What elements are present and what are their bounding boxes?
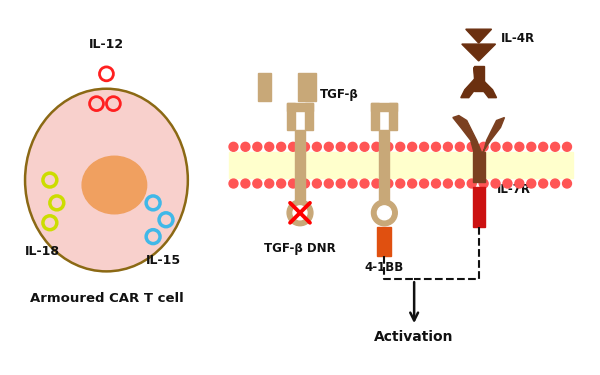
Circle shape bbox=[241, 142, 250, 151]
Circle shape bbox=[443, 179, 452, 188]
Circle shape bbox=[277, 142, 286, 151]
Text: TGF-β: TGF-β bbox=[320, 88, 359, 100]
Text: TGF-β DNR: TGF-β DNR bbox=[264, 242, 336, 255]
Bar bbox=[287, 103, 313, 111]
Circle shape bbox=[491, 179, 500, 188]
Ellipse shape bbox=[82, 156, 146, 214]
Circle shape bbox=[229, 179, 238, 188]
Circle shape bbox=[479, 142, 488, 151]
Bar bbox=[474, 66, 484, 91]
Ellipse shape bbox=[25, 89, 188, 272]
Circle shape bbox=[563, 179, 571, 188]
Bar bbox=[298, 73, 316, 100]
Text: IL-15: IL-15 bbox=[145, 255, 181, 267]
Circle shape bbox=[241, 179, 250, 188]
Circle shape bbox=[229, 142, 238, 151]
Circle shape bbox=[431, 179, 440, 188]
Polygon shape bbox=[462, 44, 496, 61]
Circle shape bbox=[325, 142, 333, 151]
Circle shape bbox=[515, 142, 524, 151]
Text: 4-1BB: 4-1BB bbox=[365, 261, 404, 274]
Ellipse shape bbox=[25, 89, 188, 272]
Circle shape bbox=[551, 142, 560, 151]
Circle shape bbox=[301, 179, 310, 188]
Circle shape bbox=[287, 200, 313, 226]
Bar bbox=[473, 152, 485, 182]
Bar bbox=[295, 130, 305, 200]
Text: IL-18: IL-18 bbox=[25, 244, 59, 258]
Circle shape bbox=[372, 179, 381, 188]
Circle shape bbox=[313, 179, 322, 188]
Circle shape bbox=[455, 142, 464, 151]
Circle shape bbox=[563, 142, 571, 151]
Circle shape bbox=[336, 142, 345, 151]
Bar bbox=[229, 152, 573, 178]
Circle shape bbox=[551, 179, 560, 188]
Circle shape bbox=[419, 142, 428, 151]
Circle shape bbox=[491, 142, 500, 151]
Circle shape bbox=[377, 206, 391, 220]
Text: IL-12: IL-12 bbox=[89, 38, 124, 51]
Circle shape bbox=[503, 179, 512, 188]
Circle shape bbox=[372, 142, 381, 151]
Text: Armoured CAR T cell: Armoured CAR T cell bbox=[29, 292, 184, 305]
Polygon shape bbox=[475, 117, 505, 155]
Text: IL-7R: IL-7R bbox=[497, 183, 530, 196]
Polygon shape bbox=[474, 68, 497, 98]
Circle shape bbox=[253, 179, 262, 188]
Polygon shape bbox=[453, 116, 482, 155]
Circle shape bbox=[443, 142, 452, 151]
Circle shape bbox=[289, 179, 298, 188]
Ellipse shape bbox=[46, 112, 167, 249]
Circle shape bbox=[277, 179, 286, 188]
Circle shape bbox=[527, 142, 536, 151]
Bar bbox=[371, 103, 397, 111]
Circle shape bbox=[384, 142, 393, 151]
Bar bbox=[473, 187, 485, 227]
Circle shape bbox=[467, 142, 476, 151]
Circle shape bbox=[325, 179, 333, 188]
Circle shape bbox=[407, 179, 416, 188]
Circle shape bbox=[384, 179, 393, 188]
Circle shape bbox=[396, 142, 405, 151]
Circle shape bbox=[467, 179, 476, 188]
Circle shape bbox=[348, 142, 357, 151]
Circle shape bbox=[419, 179, 428, 188]
Circle shape bbox=[313, 142, 322, 151]
Circle shape bbox=[479, 179, 488, 188]
Bar bbox=[389, 103, 397, 130]
Circle shape bbox=[253, 142, 262, 151]
Bar bbox=[371, 103, 379, 130]
Circle shape bbox=[301, 142, 310, 151]
Text: IL-4R: IL-4R bbox=[500, 32, 535, 45]
Circle shape bbox=[360, 142, 369, 151]
Text: Activation: Activation bbox=[374, 330, 454, 344]
Bar bbox=[259, 73, 271, 100]
Circle shape bbox=[515, 179, 524, 188]
Polygon shape bbox=[461, 68, 484, 98]
Bar bbox=[379, 130, 389, 200]
Circle shape bbox=[539, 179, 548, 188]
Bar bbox=[305, 103, 313, 130]
Circle shape bbox=[265, 142, 274, 151]
Circle shape bbox=[289, 142, 298, 151]
Circle shape bbox=[336, 179, 345, 188]
Circle shape bbox=[265, 179, 274, 188]
Circle shape bbox=[431, 142, 440, 151]
Circle shape bbox=[293, 206, 307, 220]
Circle shape bbox=[407, 142, 416, 151]
Circle shape bbox=[455, 179, 464, 188]
Circle shape bbox=[503, 142, 512, 151]
Polygon shape bbox=[466, 29, 491, 43]
Bar bbox=[287, 103, 295, 130]
Circle shape bbox=[348, 179, 357, 188]
Bar bbox=[377, 227, 391, 256]
Circle shape bbox=[527, 179, 536, 188]
Circle shape bbox=[396, 179, 405, 188]
Circle shape bbox=[539, 142, 548, 151]
Circle shape bbox=[360, 179, 369, 188]
Circle shape bbox=[371, 200, 397, 226]
